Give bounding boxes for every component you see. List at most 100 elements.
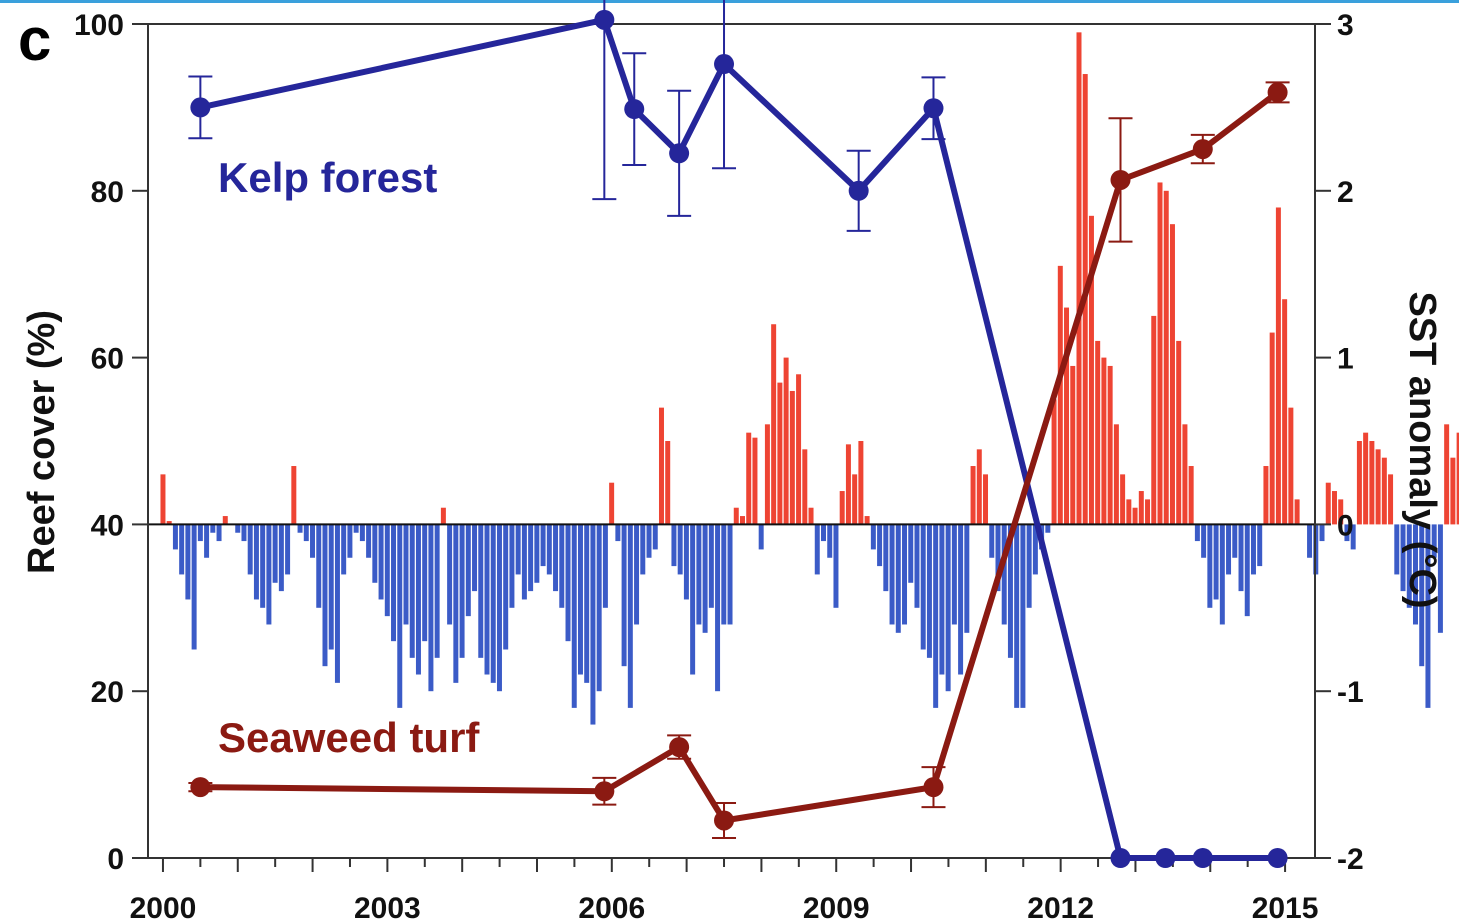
sst-bar: [1207, 524, 1213, 608]
sst-bar: [241, 524, 247, 542]
sst-bar: [1176, 340, 1182, 525]
sst-bar: [1381, 457, 1387, 525]
sst-bar: [1294, 499, 1300, 525]
sst-bar: [1126, 499, 1132, 525]
sst-bar: [1437, 524, 1443, 633]
sst-bar: [696, 524, 702, 625]
sst-bar: [1151, 315, 1157, 525]
x-tick-label: 2009: [803, 892, 870, 924]
seaweed-turf-label: Seaweed turf: [218, 714, 480, 761]
sst-bar: [1456, 432, 1459, 525]
sst-bar: [1007, 524, 1013, 658]
sst-bar: [391, 524, 397, 642]
sst-bar: [970, 466, 976, 525]
sst-bar: [1020, 524, 1026, 708]
sst-bar: [640, 524, 646, 575]
kelp-forest-point: [714, 54, 735, 75]
sst-bar: [577, 524, 583, 675]
sst-bar: [503, 524, 509, 650]
sst-bar: [902, 524, 908, 625]
sst-bar: [889, 524, 895, 625]
sst-bar: [646, 524, 652, 558]
sst-bar: [1101, 357, 1107, 525]
kelp-forest-point: [1110, 848, 1131, 868]
y-right-tick-label: -1: [1337, 676, 1364, 709]
sst-bar: [764, 424, 770, 525]
sst-bar: [1288, 407, 1294, 525]
sst-bar: [434, 524, 440, 658]
sst-bar: [1338, 499, 1344, 525]
sst-bar: [1238, 524, 1244, 592]
sst-bar: [378, 524, 384, 600]
sst-bar: [777, 382, 783, 525]
sst-bar: [1269, 332, 1275, 525]
y-axis-right-title: SST anomaly (°C): [1401, 291, 1443, 608]
sst-bar: [347, 524, 353, 558]
sst-bar: [1425, 524, 1431, 708]
sst-bar: [565, 524, 571, 642]
sst-bar: [422, 524, 428, 642]
sst-bar: [1263, 466, 1269, 525]
y-left-tick-label: 60: [91, 343, 124, 376]
sst-bar: [216, 524, 222, 542]
sst-bar: [253, 524, 259, 600]
sst-bar: [509, 524, 515, 608]
kelp-forest-point: [190, 97, 211, 118]
sst-bar: [1319, 524, 1325, 542]
sst-bar: [845, 444, 851, 525]
sst-bar: [1257, 524, 1263, 567]
sst-bar: [621, 524, 627, 667]
sst-bar: [1138, 491, 1144, 525]
sst-bar: [1363, 432, 1369, 525]
sst-bar: [478, 524, 484, 658]
sst-bar: [428, 524, 434, 692]
sst-bar: [1188, 466, 1194, 525]
sst-bar: [1064, 307, 1070, 525]
y-left-tick-label: 0: [107, 843, 124, 876]
sst-bar: [951, 524, 957, 625]
sst-bar: [521, 524, 527, 600]
sst-bar: [1400, 524, 1406, 592]
sst-bar: [409, 524, 415, 658]
kelp-forest-point: [1155, 848, 1176, 868]
sst-bar: [914, 524, 920, 608]
sst-bar: [833, 524, 839, 608]
sst-bar: [459, 524, 465, 658]
sst-bar: [278, 524, 284, 592]
sst-bar: [976, 449, 982, 525]
sst-bar: [1045, 524, 1051, 533]
sst-bar: [771, 324, 777, 525]
sst-bar: [802, 449, 808, 525]
sst-bar: [814, 524, 820, 575]
seaweed-turf-line: [200, 90, 1280, 824]
kelp-forest-point: [923, 98, 944, 119]
sst-bar: [366, 524, 372, 558]
sst-bar: [808, 507, 814, 525]
sst-bar: [397, 524, 403, 708]
sst-bar: [715, 524, 721, 692]
sst-bar: [1169, 224, 1175, 525]
sst-bar: [926, 524, 932, 658]
sst-bar: [1307, 524, 1313, 558]
sst-anomaly-bars: [160, 32, 1459, 725]
sst-bar: [1182, 424, 1188, 525]
sst-bar: [384, 524, 390, 617]
sst-bar: [740, 516, 745, 525]
sst-bar: [983, 474, 989, 525]
sst-bar: [1026, 524, 1032, 608]
sst-bar: [1419, 524, 1425, 667]
chart-axes: 0 20 40 60 80 100 -2 -1 0 1 2 3 2000 2003 2006 2009 2012…: [74, 9, 1364, 924]
seaweed-turf-point: [1192, 139, 1213, 160]
sst-bar: [839, 491, 845, 525]
kelp-forest-point: [669, 143, 690, 164]
sst-bar: [1394, 524, 1400, 575]
sst-bar: [204, 524, 210, 558]
sst-bar: [1157, 182, 1163, 525]
sst-bar: [1113, 424, 1119, 525]
x-tick-label: 2015: [1252, 892, 1319, 924]
sst-bar: [1369, 441, 1375, 525]
y-left-tick-label: 100: [74, 9, 124, 42]
sst-bar: [671, 524, 677, 567]
sst-bar: [1194, 524, 1200, 542]
